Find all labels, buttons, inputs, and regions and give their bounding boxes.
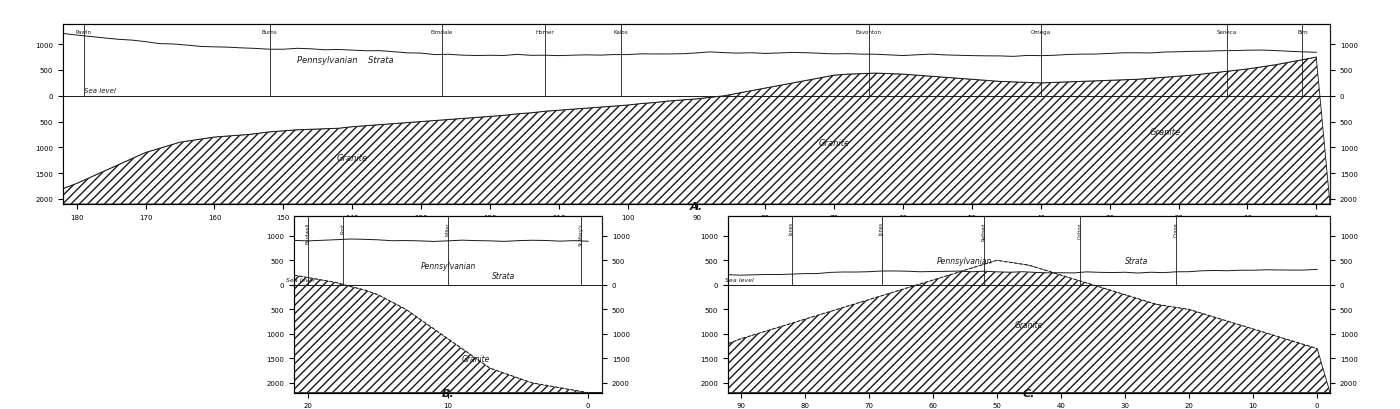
Text: Elmdale: Elmdale <box>431 29 452 35</box>
Text: Strata: Strata <box>1126 256 1148 265</box>
Text: Pawln: Pawln <box>76 29 91 35</box>
Text: Pennsylvanian: Pennsylvanian <box>420 261 476 270</box>
Text: C.: C. <box>1023 388 1035 398</box>
Text: Cotton: Cotton <box>1078 222 1082 239</box>
Text: Jones: Jones <box>879 222 885 235</box>
Text: Burns: Burns <box>262 29 277 35</box>
Text: Eavonton: Eavonton <box>855 29 882 35</box>
Text: Granite: Granite <box>819 138 850 147</box>
Text: Pennsylvanian: Pennsylvanian <box>937 256 993 265</box>
Text: Miller: Miller <box>445 222 451 236</box>
Text: Refined: Refined <box>981 222 987 240</box>
Text: B.: B. <box>441 388 455 398</box>
Text: Granite: Granite <box>336 154 368 163</box>
Text: Crane: Crane <box>1173 222 1179 237</box>
Text: Jones: Jones <box>790 222 795 235</box>
Text: Homer: Homer <box>536 29 554 35</box>
Text: Sea level: Sea level <box>84 88 116 93</box>
Text: Bim: Bim <box>1298 29 1308 35</box>
Text: Sea level: Sea level <box>725 277 753 282</box>
Text: Seneca: Seneca <box>1217 29 1236 35</box>
Text: St.Mary's: St.Mary's <box>578 222 584 245</box>
Text: Pennsylvanian    Strata: Pennsylvanian Strata <box>297 56 393 65</box>
Text: Kalos: Kalos <box>613 29 629 35</box>
Text: Root: Root <box>340 222 346 234</box>
Text: Omega: Omega <box>1030 29 1051 35</box>
Text: Granite: Granite <box>1149 128 1180 137</box>
Text: Strata: Strata <box>493 271 515 280</box>
Text: Granite: Granite <box>1015 320 1043 329</box>
Text: Granite: Granite <box>462 354 490 363</box>
Text: A.: A. <box>690 201 703 211</box>
Text: Bardwell: Bardwell <box>305 222 311 243</box>
Text: Sea level: Sea level <box>286 277 315 282</box>
